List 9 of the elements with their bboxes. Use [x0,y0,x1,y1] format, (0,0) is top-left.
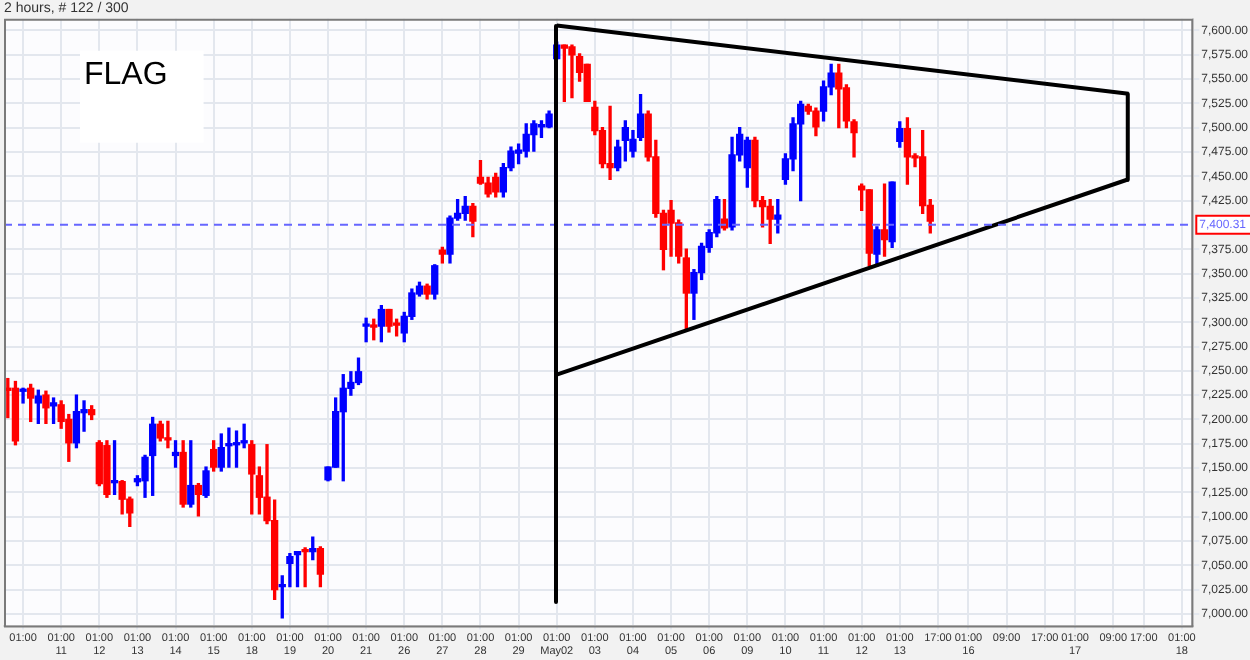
candlestick [225,427,233,468]
candlestick [301,547,309,588]
candlestick [362,317,370,343]
candlestick [164,420,172,449]
annotation: FLAG [84,57,168,92]
candlestick [19,387,27,404]
candlestick [286,552,294,588]
candlestick [606,105,614,180]
candlestick [568,44,576,99]
